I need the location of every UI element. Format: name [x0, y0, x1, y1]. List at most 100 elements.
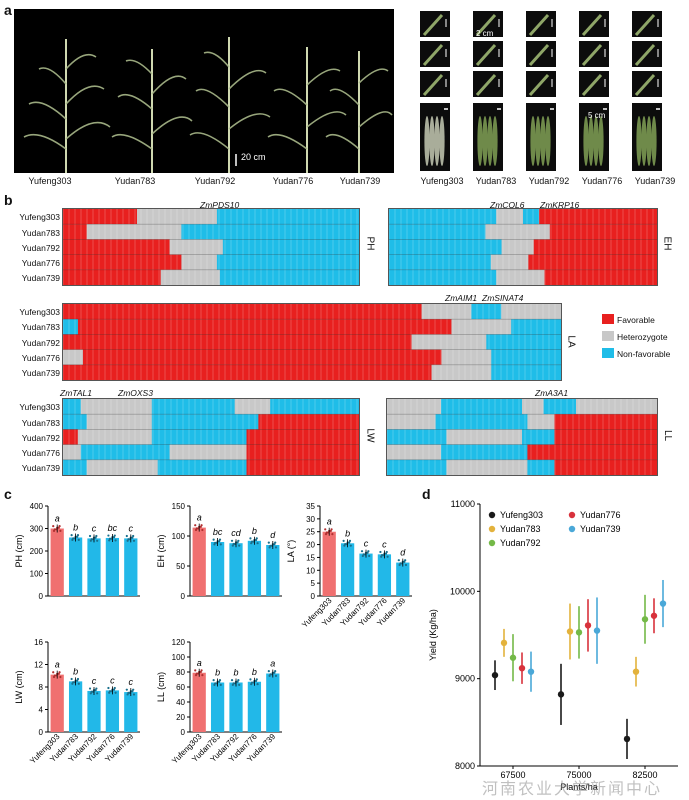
genotype-segment — [501, 239, 535, 255]
leaf-caption-2: Yudan783 — [475, 176, 517, 186]
bar — [247, 681, 262, 732]
legend-label: Yufeng303 — [500, 510, 543, 520]
genotype-segment — [77, 429, 153, 445]
ear-scale-label: 5 cm — [588, 111, 606, 120]
significance-letter: a — [327, 517, 332, 527]
ear-blade — [434, 116, 440, 166]
genotype-segment — [491, 364, 561, 380]
genotype-segment — [389, 239, 503, 255]
bar — [247, 540, 262, 596]
leaf-blade — [581, 73, 603, 97]
bar — [210, 542, 225, 596]
leaf-blade — [422, 13, 444, 37]
significance-letter: b — [252, 526, 257, 536]
data-point — [200, 524, 203, 527]
bar — [229, 682, 243, 732]
data-point — [77, 682, 80, 685]
data-point — [404, 563, 408, 567]
genotype-segment — [77, 254, 182, 270]
genotype-segment — [246, 459, 359, 475]
genotype-segment — [151, 429, 248, 445]
data-point — [367, 550, 370, 553]
genotype-segment — [63, 364, 433, 380]
ear-blade — [588, 116, 594, 166]
yield-point — [566, 628, 574, 635]
leaf-blade — [634, 13, 656, 37]
yield-point — [650, 612, 658, 619]
ear-blade — [646, 116, 652, 166]
bar — [340, 543, 355, 596]
legend-label: Yudan776 — [580, 510, 621, 520]
genotype-segment — [160, 269, 221, 285]
heatmap-la — [62, 303, 562, 381]
heatmap-lw — [62, 398, 360, 476]
legend-swatch-heterozygote — [602, 331, 614, 341]
leaf-blade — [422, 43, 444, 67]
genotype-segment — [63, 224, 88, 240]
ph-row-2: Yudan783 — [21, 228, 60, 238]
yield-point — [527, 668, 535, 675]
significance-letter: d — [270, 530, 276, 540]
data-point — [132, 539, 136, 542]
ear-blade — [482, 116, 488, 166]
data-point — [238, 544, 241, 547]
leaf-blade — [475, 43, 497, 67]
data-point — [269, 544, 272, 547]
data-point — [113, 534, 116, 537]
leaf-caption-5: Yudan739 — [634, 176, 676, 186]
genotype-segment — [471, 304, 502, 320]
data-point — [194, 524, 197, 527]
data-point — [330, 528, 333, 531]
data-point — [70, 534, 73, 537]
genotype-segment — [63, 254, 79, 270]
data-point — [219, 683, 222, 686]
ear-blade — [583, 116, 589, 166]
trait-la-label: LA — [565, 335, 577, 348]
data-point — [250, 681, 254, 684]
gene-zmsinat4: ZmSINAT4 — [482, 293, 524, 303]
bar — [68, 681, 83, 732]
data-point — [200, 669, 203, 672]
yield-point — [632, 668, 640, 675]
data-point — [250, 540, 254, 543]
bar — [105, 537, 120, 596]
y-tick-label: 300 — [30, 525, 44, 534]
y-tick-label: 15 — [306, 553, 315, 562]
gene-zmkrp16: ZmKRP16 — [540, 200, 580, 210]
x-axis-label: Plants/ha — [560, 782, 598, 792]
data-point — [125, 688, 128, 691]
significance-letter: c — [92, 523, 97, 533]
data-point — [380, 554, 384, 557]
data-point — [385, 550, 388, 554]
significance-letter: b — [73, 666, 78, 676]
data-point — [360, 550, 364, 553]
yield-point — [575, 629, 583, 636]
x-tick-label: 67500 — [500, 770, 525, 780]
genotype-segment — [86, 414, 153, 430]
bar — [359, 553, 373, 596]
ear-blade — [598, 116, 604, 166]
genotype-segment — [77, 319, 452, 335]
significance-letter: b — [73, 523, 78, 533]
genotype-segment — [63, 349, 84, 365]
data-point — [218, 679, 222, 682]
genotype-segment — [554, 459, 657, 475]
genotype-segment — [576, 399, 657, 415]
data-point — [274, 674, 278, 677]
genotype-segment — [63, 459, 88, 475]
data-point — [267, 670, 270, 673]
lw-row-1: Yufeng303 — [19, 402, 60, 412]
y-tick-label: 60 — [176, 683, 185, 692]
y-axis-label: EH (cm) — [156, 535, 166, 568]
data-point — [114, 691, 117, 694]
data-point — [72, 681, 75, 684]
data-point — [218, 538, 222, 541]
panel-d-label: d — [422, 486, 431, 502]
y-tick-label: 150 — [172, 502, 186, 511]
data-point — [331, 533, 334, 536]
genotype-segment — [216, 209, 359, 225]
y-tick-label: 10 — [306, 566, 315, 575]
genotype-segment — [71, 209, 138, 225]
genotype-segment — [387, 399, 442, 415]
ph-row-1: Yufeng303 — [19, 212, 60, 222]
